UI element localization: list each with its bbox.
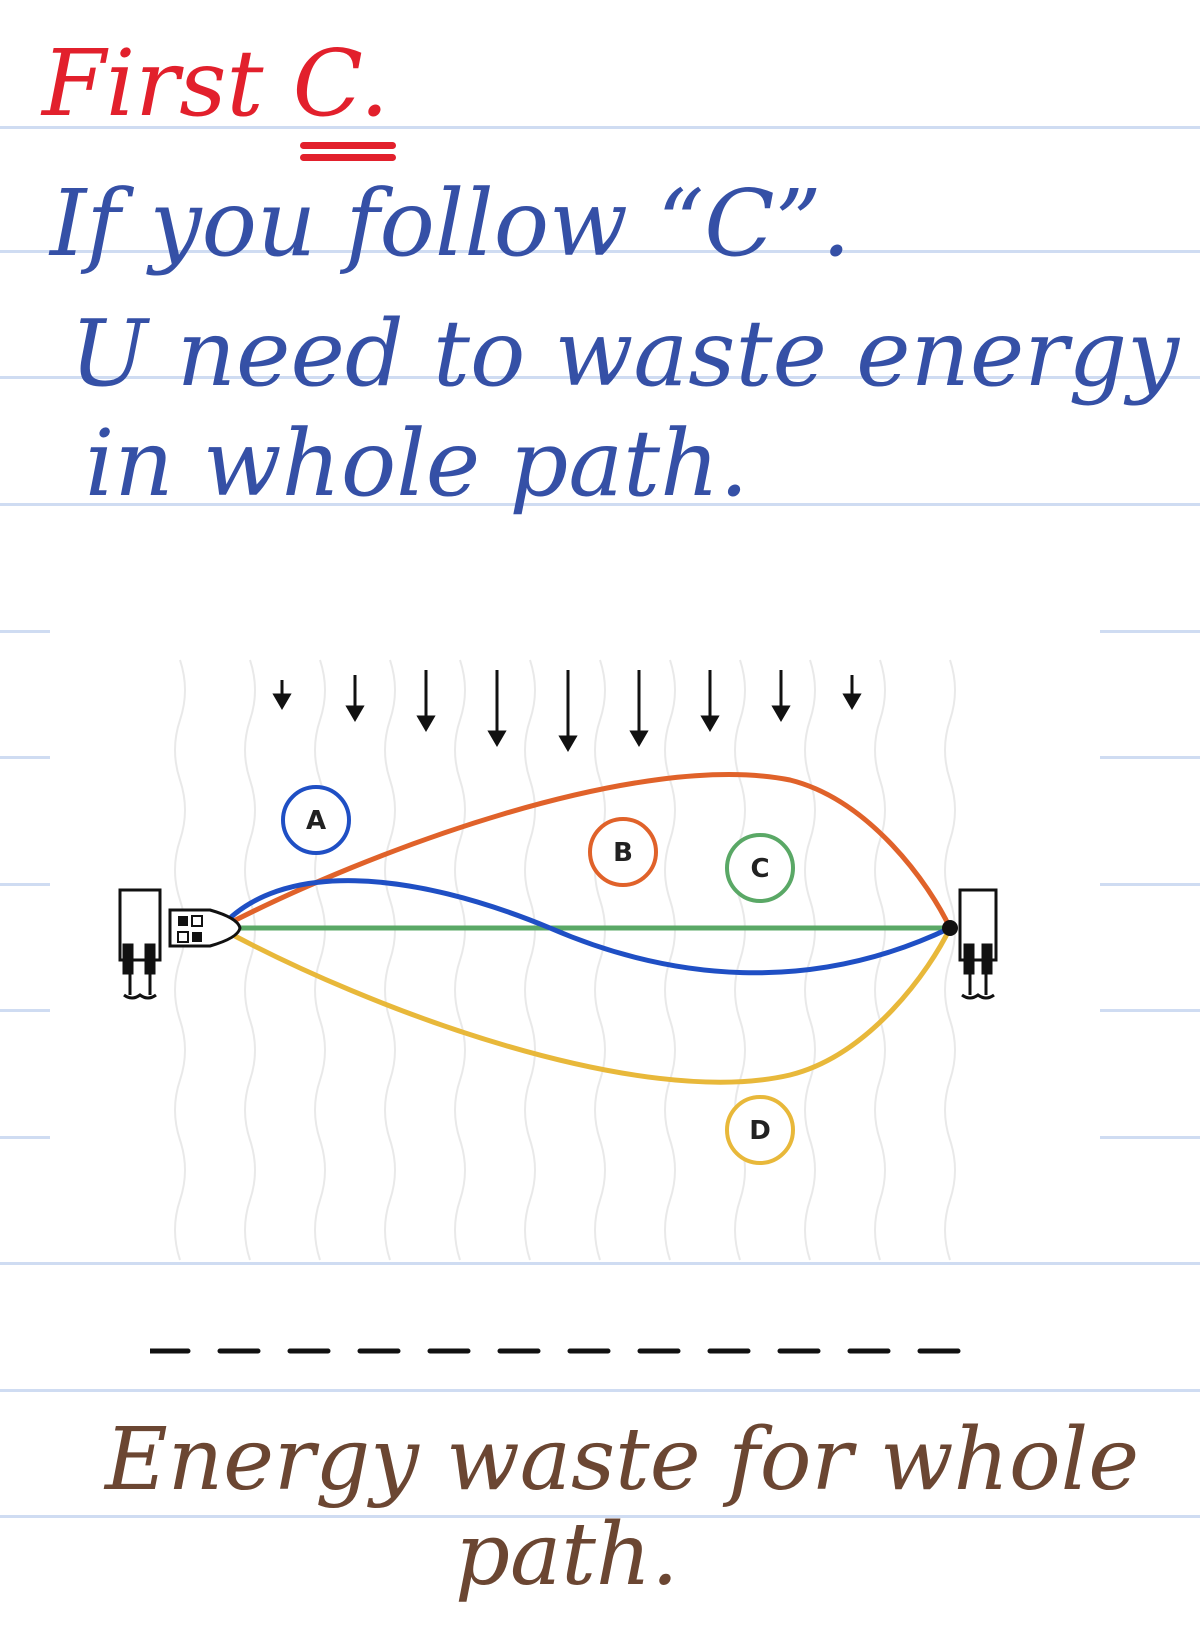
svg-text:A: A bbox=[306, 806, 326, 836]
path-b bbox=[218, 772, 953, 931]
ruled-line bbox=[0, 883, 50, 886]
ruled-line bbox=[0, 126, 1200, 129]
down-arrow-icon bbox=[629, 670, 649, 747]
dock-icon bbox=[958, 888, 998, 1000]
path-label-b: B bbox=[588, 817, 658, 887]
svg-text:D: D bbox=[749, 1116, 771, 1146]
ruled-line bbox=[0, 1262, 1200, 1265]
ruled-line bbox=[0, 1389, 1200, 1392]
water-background bbox=[174, 659, 956, 1261]
destination-point bbox=[942, 920, 958, 936]
path-d bbox=[218, 925, 953, 1085]
heading-underline bbox=[300, 154, 396, 161]
note-line-5: path. bbox=[455, 1505, 679, 1605]
boat-icon bbox=[168, 908, 242, 948]
ruled-line bbox=[1100, 1136, 1200, 1139]
heading: First C. bbox=[42, 30, 390, 137]
heading-underline bbox=[300, 142, 396, 149]
ruled-line bbox=[0, 376, 1200, 379]
ruled-line bbox=[1100, 1009, 1200, 1012]
down-arrow-icon bbox=[842, 675, 862, 710]
ruled-line bbox=[1100, 630, 1200, 633]
dashed-divider bbox=[150, 1348, 980, 1354]
down-arrow-icon bbox=[700, 670, 720, 732]
path-a bbox=[218, 878, 952, 976]
down-arrow-icon bbox=[416, 670, 436, 732]
ruled-line bbox=[0, 503, 1200, 506]
ruled-line bbox=[1100, 756, 1200, 759]
down-arrow-icon bbox=[272, 680, 292, 710]
note-line-2: U need to waste energy bbox=[70, 300, 1180, 407]
note-line-3: in whole path. bbox=[85, 410, 749, 517]
ruled-line bbox=[0, 250, 1200, 253]
ruled-line bbox=[0, 1009, 50, 1012]
note-line-1: If you follow “C”. bbox=[50, 170, 851, 277]
down-arrow-icon bbox=[771, 670, 791, 722]
svg-text:B: B bbox=[613, 838, 633, 868]
ruled-line bbox=[0, 630, 50, 633]
path-label-d: D bbox=[725, 1095, 795, 1165]
ruled-line bbox=[0, 1515, 1200, 1518]
ruled-line bbox=[0, 756, 50, 759]
svg-text:C: C bbox=[750, 854, 769, 884]
current-arrows bbox=[272, 670, 862, 752]
ruled-line bbox=[1100, 883, 1200, 886]
down-arrow-icon bbox=[345, 675, 365, 722]
path-label-c: C bbox=[725, 833, 795, 903]
down-arrow-icon bbox=[487, 670, 507, 747]
note-line-4: Energy waste for whole bbox=[105, 1410, 1140, 1510]
path-label-a: A bbox=[281, 785, 351, 855]
down-arrow-icon bbox=[558, 670, 578, 752]
dock-icon bbox=[118, 888, 162, 1000]
ruled-line bbox=[0, 1136, 50, 1139]
boat-path-diagram: A B C D bbox=[118, 659, 998, 1261]
